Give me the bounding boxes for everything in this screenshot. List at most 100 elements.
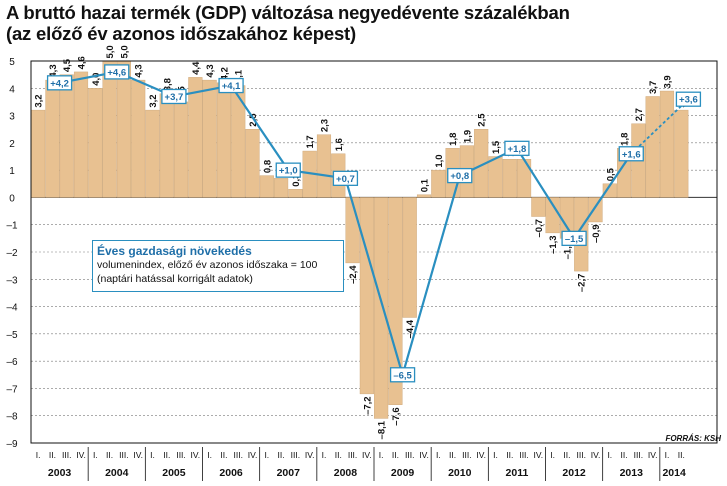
- title-line-2: (az előző év azonos időszakához képest): [6, 23, 356, 44]
- y-tick-label: –5: [6, 330, 18, 341]
- bar: [31, 109, 46, 198]
- quarter-label: I.: [264, 450, 269, 460]
- bar: [488, 156, 503, 198]
- annual-point-box: [504, 140, 530, 156]
- bar: [73, 71, 89, 198]
- bar: [45, 79, 60, 198]
- bar: [159, 93, 174, 198]
- quarter-label: IV.: [248, 450, 258, 460]
- year-label: 2007: [277, 467, 301, 479]
- annual-point-label: +1,0: [279, 166, 298, 177]
- bar: [59, 74, 74, 198]
- bar-label: –4,4: [405, 319, 416, 338]
- bar: [388, 197, 403, 406]
- year-label: 2003: [48, 467, 72, 479]
- annual-point-label: –1,5: [565, 234, 584, 245]
- bar: [245, 129, 260, 198]
- quarter-label: II.: [335, 450, 342, 460]
- quarter-label: IV.: [133, 450, 143, 460]
- bar-label: 3,7: [648, 81, 659, 94]
- bar: [102, 60, 117, 198]
- bar-label: 0,8: [262, 160, 273, 173]
- annual-point-box: [447, 167, 473, 184]
- bar-label: –7,2: [362, 396, 373, 415]
- bar-label: 4,2: [219, 67, 230, 80]
- annual-point-label: +0,8: [450, 171, 469, 182]
- title-line-1: A bruttó hazai termék (GDP) változása ne…: [6, 2, 570, 23]
- quarter-label: II.: [163, 450, 170, 460]
- y-tick-label: 2: [9, 139, 15, 150]
- y-axis: 5 4 3 2 1 0 –1 –2 –3 –4 –5 –6 –7 –8 –9: [6, 57, 718, 450]
- bar: [274, 178, 289, 198]
- bar: [502, 159, 517, 198]
- bar: [517, 159, 532, 198]
- bar-label: 4,6: [77, 56, 88, 69]
- bar: [374, 197, 389, 419]
- quarter-label: IV.: [591, 450, 601, 460]
- bar: [288, 189, 303, 198]
- annual-line-dashed: [630, 98, 690, 155]
- bar-label: 3,2: [34, 94, 45, 107]
- bar-label: 4,4: [191, 61, 202, 75]
- bar: [259, 175, 274, 198]
- bar-label: 1,6: [334, 138, 345, 151]
- legend: Éves gazdasági növekedés volumenindex, e…: [92, 240, 344, 292]
- chart-title: A bruttó hazai termék (GDP) változása ne…: [6, 2, 570, 44]
- quarter-label: IV.: [419, 450, 429, 460]
- bar-label: –8,1: [377, 420, 388, 439]
- bar-label: 4,5: [62, 58, 73, 72]
- y-tick-label: –4: [6, 303, 18, 314]
- quarter-label: II.: [563, 450, 570, 460]
- x-axis: I. II. III. IV. I. II. III. IV. I. II. III. IV. I. II…: [36, 447, 686, 481]
- year-label: 2011: [506, 467, 529, 479]
- year-label: 2005: [162, 467, 186, 479]
- y-tick-label: –6: [6, 357, 18, 368]
- bar-label: –2,7: [577, 274, 588, 293]
- bar: [588, 197, 603, 223]
- bar-label: 3,2: [148, 94, 159, 107]
- annual-point-label: +3,7: [165, 92, 184, 103]
- y-tick-label: –9: [6, 439, 18, 450]
- quarter-label: IV.: [648, 450, 658, 460]
- bar-label: 4,0: [91, 73, 102, 86]
- year-label: 2009: [391, 467, 415, 479]
- annual-point-box: [218, 77, 244, 94]
- bar-label: –0,7: [534, 219, 545, 238]
- bar: [116, 60, 131, 198]
- quarter-label: IV.: [305, 450, 315, 460]
- annual-growth-line: +4,2 +4,6 +3,7 +4,1 +1,0 +0,7 –6,5 +0,8 +1,8 –1,5…: [46, 64, 702, 383]
- quarter-label: III.: [176, 450, 185, 460]
- quarter-label: III.: [519, 450, 528, 460]
- quarter-label: I.: [207, 450, 212, 460]
- annual-point-label: +0,7: [336, 174, 355, 185]
- quarter-label: III.: [119, 450, 128, 460]
- bar: [645, 96, 660, 198]
- bar-label: –1,3: [548, 235, 559, 254]
- quarter-label: III.: [405, 450, 414, 460]
- quarter-label: III.: [577, 450, 586, 460]
- quarter-label: I.: [36, 450, 41, 460]
- bar: [316, 134, 332, 198]
- quarter-label: III.: [462, 450, 471, 460]
- annual-point-box: [161, 88, 187, 105]
- bar: [174, 101, 189, 198]
- bar-label: 5,0: [105, 45, 116, 58]
- bar-label: –7,6: [391, 407, 402, 426]
- source-note: FORRÁS: KSH: [665, 434, 721, 443]
- y-tick-label: 5: [9, 57, 15, 68]
- quarter-label: II.: [506, 450, 513, 460]
- plot-frame: [30, 60, 718, 444]
- bar-label: 1,8: [448, 133, 459, 146]
- y-tick-label: –1: [6, 221, 18, 232]
- bar-label: 4,3: [205, 64, 216, 77]
- quarter-label: IV.: [362, 450, 372, 460]
- bar: [188, 77, 203, 198]
- quarter-label: II.: [106, 450, 113, 460]
- year-label: 2008: [334, 467, 358, 479]
- annual-point-box: [389, 367, 416, 383]
- bar-labels: 3,24,34,54,64,05,05,04,33,23,83,54,44,34…: [34, 45, 688, 439]
- quarter-label: II.: [392, 450, 399, 460]
- bar-label: 2,7: [634, 108, 645, 121]
- bar: [359, 197, 374, 395]
